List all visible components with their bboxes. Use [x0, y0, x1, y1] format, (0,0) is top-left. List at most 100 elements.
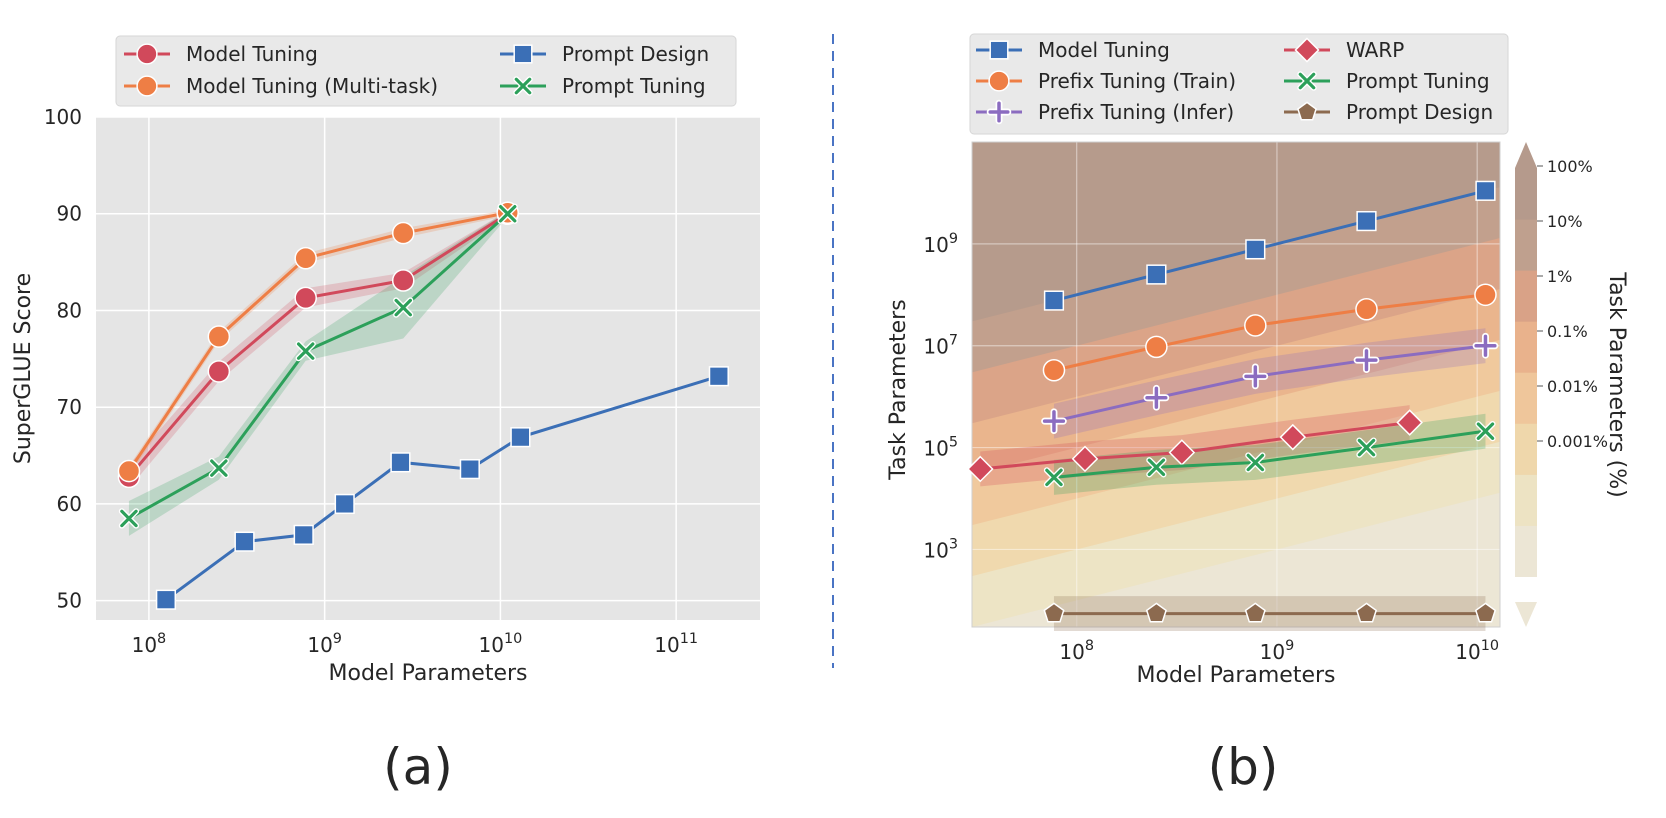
data-point-stroke: [498, 204, 517, 223]
data-point: [390, 452, 411, 473]
colorbar-segment: [1515, 372, 1537, 424]
data-point: [1242, 363, 1269, 390]
data-point: [1475, 421, 1496, 442]
x-tick-label-base: 10: [1260, 640, 1285, 664]
legend-marker-stroke: [1298, 72, 1316, 90]
data-point: [1042, 358, 1066, 382]
data-point: [1474, 602, 1497, 623]
colorbar-arrow-top: [1515, 142, 1537, 168]
y-tick-label-exp: 9: [949, 231, 958, 247]
colorbar-tick-label: 100%: [1547, 157, 1593, 176]
data-point: [1356, 437, 1377, 458]
legend-marker: [986, 99, 1012, 125]
legend-marker: [1297, 101, 1317, 121]
legend-marker-stroke: [988, 101, 1010, 123]
data-point-stroke: [1474, 334, 1497, 357]
data-point-stroke: [120, 509, 138, 528]
legend-marker: [513, 44, 533, 64]
colorbar-tick-label: 0.001%: [1547, 432, 1608, 451]
legend-label: Model Tuning: [186, 42, 318, 66]
data-point-stroke: [1042, 410, 1066, 433]
colorbar-tick-label: 0.1%: [1547, 322, 1588, 341]
x-tick-label: 1011: [654, 631, 698, 657]
legend-label: Prompt Design: [562, 42, 709, 66]
x-tick-label-exp: 9: [333, 631, 342, 647]
colorbar-segment: [1515, 525, 1537, 577]
data-point: [234, 531, 255, 552]
y-axis-label: SuperGLUE Score: [11, 273, 36, 464]
y-tick-label: 105: [923, 435, 958, 461]
data-point: [1143, 384, 1170, 411]
y-tick-label: 109: [923, 231, 958, 257]
data-point: [1245, 452, 1266, 473]
colorbar-tick-label: 10%: [1547, 212, 1583, 231]
data-point-stroke: [1145, 386, 1168, 409]
data-point: [391, 269, 415, 292]
data-point: [118, 508, 140, 529]
x-tick-label-exp: 8: [157, 631, 166, 647]
data-point: [1244, 314, 1267, 337]
data-point: [510, 427, 531, 448]
x-tick-label-base: 10: [479, 633, 504, 657]
data-point-stroke: [1147, 458, 1166, 477]
x-tick-label: 108: [1059, 638, 1094, 664]
y-tick-label: 100: [44, 105, 82, 129]
data-point: [294, 246, 317, 270]
x-axis-label: Model Parameters: [329, 661, 528, 686]
panel-label: (b): [1208, 738, 1279, 796]
x-tick-label-base: 10: [1455, 640, 1480, 664]
colorbar-segment: [1515, 423, 1537, 475]
legend-marker: [513, 76, 533, 96]
x-tick-label-base: 10: [1059, 640, 1084, 664]
x-tick-label-exp: 8: [1085, 638, 1094, 654]
data-point: [708, 366, 729, 387]
series-band: [1053, 328, 1486, 439]
data-point: [207, 360, 231, 383]
data-point: [1245, 239, 1266, 260]
data-point: [393, 297, 414, 318]
data-point: [1353, 347, 1380, 374]
x-tick-label-base: 10: [307, 633, 332, 657]
data-point: [1355, 602, 1378, 623]
data-point: [1043, 290, 1065, 311]
data-point: [1244, 602, 1266, 623]
legend-marker-stroke: [514, 77, 532, 95]
x-tick-label: 109: [307, 631, 342, 657]
data-point: [294, 286, 317, 310]
data-point: [1146, 457, 1167, 478]
data-point: [1043, 602, 1065, 623]
legend-label: Prefix Tuning (Infer): [1038, 100, 1234, 124]
x-tick-label: 1010: [479, 631, 523, 657]
data-point: [293, 524, 314, 545]
data-point-stroke: [394, 298, 412, 317]
y-tick-label-exp: 7: [949, 333, 958, 349]
data-point: [1356, 210, 1377, 232]
data-point: [1146, 264, 1167, 285]
legend-marker: [988, 70, 1010, 92]
legend-marker: [136, 75, 158, 97]
data-point: [1396, 409, 1423, 436]
legend-label: WARP: [1346, 38, 1404, 62]
y-tick-label: 103: [923, 536, 958, 562]
legend-label: Prompt Tuning: [562, 74, 706, 98]
x-tick-label: 1010: [1455, 638, 1499, 664]
x-tick-label-exp: 11: [680, 631, 698, 647]
legend-box: [969, 33, 1509, 135]
background-bands: [972, 142, 1500, 627]
colorbar-segment: [1515, 321, 1537, 373]
data-point: [1474, 283, 1497, 307]
data-point: [497, 203, 518, 224]
series-band: [128, 210, 508, 536]
data-point-stroke: [1355, 349, 1378, 372]
colorbar-arrow-bottom: [1515, 602, 1537, 627]
data-point: [334, 493, 355, 515]
x-tick-label: 109: [1260, 638, 1295, 664]
y-tick-label-base: 10: [923, 538, 948, 562]
legend-marker: [989, 40, 1009, 60]
y-tick-label-base: 10: [923, 233, 948, 257]
data-point: [208, 457, 229, 479]
colorbar-segment: [1515, 270, 1537, 322]
